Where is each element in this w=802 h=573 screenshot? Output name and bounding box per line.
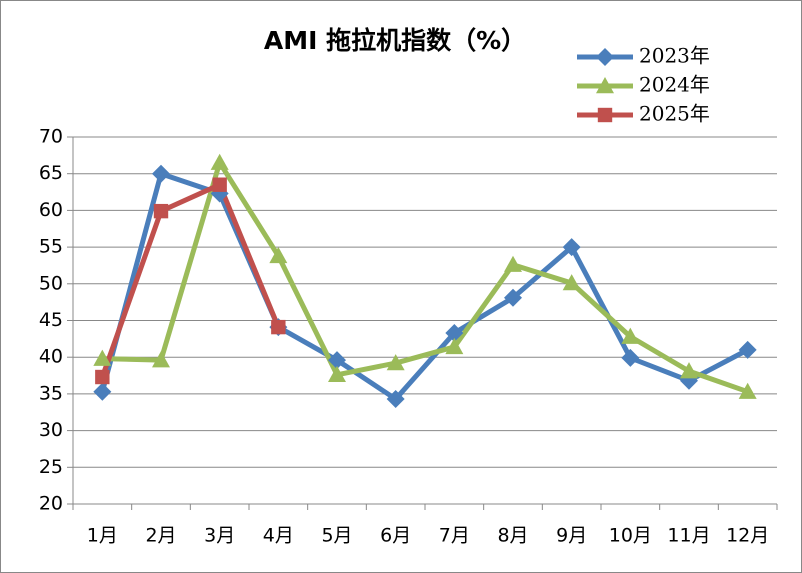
y-tick-label: 60 — [39, 199, 63, 221]
series-line — [102, 160, 749, 395]
x-tick-label: 10月 — [609, 525, 652, 547]
x-tick-label: 8月 — [497, 525, 528, 547]
marker — [152, 351, 170, 368]
marker — [269, 246, 288, 264]
legend-label: 2023年 — [639, 44, 710, 68]
y-tick-label: 65 — [39, 162, 63, 184]
marker — [328, 365, 346, 383]
marker — [153, 203, 169, 219]
marker — [93, 382, 112, 401]
y-tick-label: 35 — [39, 382, 63, 404]
marker — [93, 349, 112, 366]
marker — [328, 351, 346, 370]
x-tick-label: 5月 — [321, 525, 352, 547]
y-tick-label: 50 — [39, 272, 63, 294]
marker — [621, 327, 640, 344]
x-tick-label: 12月 — [726, 525, 769, 547]
x-tick-label: 2月 — [145, 525, 176, 547]
marker — [95, 369, 110, 385]
series-line — [99, 182, 281, 378]
x-tick-label: 3月 — [204, 525, 235, 547]
marker — [445, 323, 464, 342]
y-tick-label: 40 — [39, 346, 63, 368]
marker — [212, 177, 227, 192]
marker — [562, 274, 581, 291]
marker — [738, 382, 757, 399]
x-tick-label: 9月 — [556, 525, 587, 547]
legend-label: 2025年 — [639, 102, 710, 126]
y-tick-label: 25 — [39, 456, 63, 478]
y-tick-label: 30 — [39, 419, 63, 441]
marker — [504, 255, 522, 272]
marker — [210, 153, 229, 170]
x-tick-label: 6月 — [380, 525, 411, 547]
marker — [386, 390, 405, 409]
marker — [562, 238, 581, 257]
marker — [504, 288, 522, 307]
y-tick-label: 55 — [39, 236, 63, 258]
x-tick-label: 1月 — [87, 525, 118, 547]
x-tick-label: 11月 — [667, 525, 710, 547]
marker — [597, 107, 613, 123]
x-tick-label: 7月 — [439, 525, 470, 547]
marker — [271, 319, 286, 335]
marker — [738, 340, 757, 359]
marker — [152, 164, 170, 183]
marker — [596, 48, 614, 66]
legend-label: 2024年 — [639, 73, 710, 97]
marker — [386, 354, 405, 371]
y-tick-label: 20 — [39, 493, 63, 515]
x-tick-label: 4月 — [263, 525, 294, 547]
marker — [596, 77, 614, 94]
marker — [621, 348, 640, 367]
marker — [445, 337, 464, 355]
marker — [680, 362, 698, 379]
chart-title: AMI 拖拉机指数（%） — [264, 26, 526, 55]
y-tick-label: 45 — [39, 309, 63, 331]
y-tick-label: 70 — [39, 126, 63, 148]
